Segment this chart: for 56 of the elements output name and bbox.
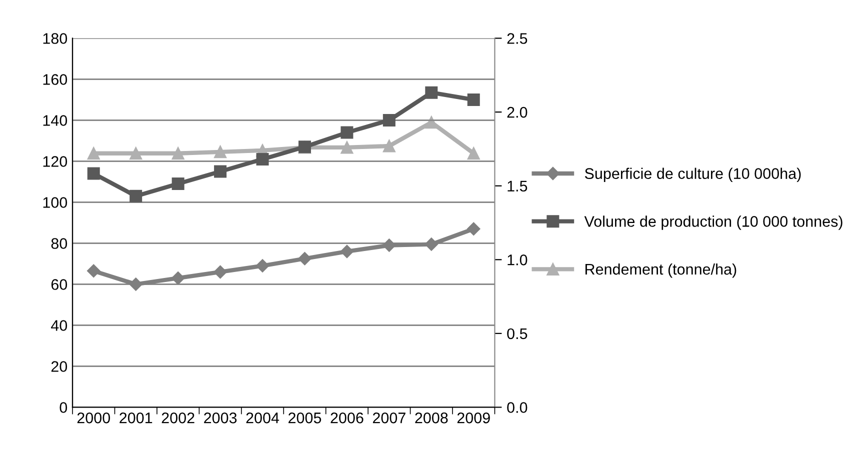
point xyxy=(87,147,100,160)
y-tick-label: 80 xyxy=(51,238,68,249)
point xyxy=(171,272,185,285)
x-tick-label: 2005 xyxy=(288,412,322,424)
y-tick-label: 180 xyxy=(43,33,68,44)
legend-label: Volume de production (10 000 tonnes) xyxy=(584,216,842,230)
point xyxy=(382,140,396,152)
point xyxy=(256,259,270,272)
x-tick-label: 2008 xyxy=(415,412,448,424)
point xyxy=(424,238,438,251)
point xyxy=(467,222,480,236)
x-tick-label: 2001 xyxy=(120,412,152,424)
y-tick-label: 140 xyxy=(43,115,68,126)
x-tick-label: 2007 xyxy=(372,412,406,424)
y-tick-label: 20 xyxy=(51,361,68,372)
x-tick-label: 2006 xyxy=(330,412,364,424)
point xyxy=(172,178,184,190)
x-tick-label: 2003 xyxy=(204,412,237,424)
point xyxy=(340,141,354,154)
y-tick-label: 60 xyxy=(51,279,68,290)
point xyxy=(256,152,269,166)
x-tick-label: 2002 xyxy=(162,412,194,424)
x-tick-label: 2004 xyxy=(246,412,280,424)
y-tick-label: 160 xyxy=(43,74,68,85)
y2-tick-label: 2.5 xyxy=(507,33,528,44)
point xyxy=(382,114,396,126)
y-tick-label: 0 xyxy=(60,402,68,413)
y2-tick-label: 0.5 xyxy=(507,328,528,340)
y-tick-label: 120 xyxy=(43,156,68,167)
x-tick-label: 2009 xyxy=(457,412,490,424)
legend-label: Rendement (tonne/ha) xyxy=(585,263,736,278)
point xyxy=(425,116,438,129)
legend-label: Superficie de culture (10 000ha) xyxy=(584,168,801,182)
point xyxy=(382,238,396,252)
y2-tick-label: 0.0 xyxy=(507,402,528,413)
point xyxy=(130,147,142,160)
y2-tick-label: 2.0 xyxy=(507,106,528,118)
point xyxy=(214,165,227,178)
point xyxy=(467,147,480,160)
point xyxy=(214,146,227,158)
point xyxy=(298,252,312,266)
y2-tick-label: 1.5 xyxy=(508,180,528,192)
point xyxy=(129,278,142,291)
point xyxy=(467,94,480,106)
point xyxy=(425,86,438,99)
y2-tick-label: 1.0 xyxy=(508,254,528,266)
point xyxy=(87,264,100,278)
point xyxy=(340,244,354,258)
point xyxy=(214,265,227,279)
y-tick-label: 100 xyxy=(43,197,68,208)
point xyxy=(340,126,354,139)
point xyxy=(130,190,142,202)
y-tick-label: 40 xyxy=(51,320,68,331)
point xyxy=(172,147,184,160)
point xyxy=(87,167,100,180)
x-tick-label: 2000 xyxy=(77,412,110,424)
